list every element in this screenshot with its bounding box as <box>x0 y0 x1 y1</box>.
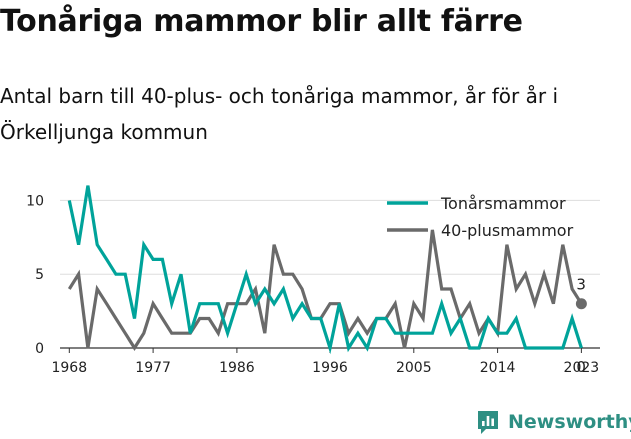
x-tick-label: 2005 <box>396 360 432 376</box>
y-tick-label: 10 <box>26 193 44 209</box>
end-marker <box>575 298 587 310</box>
x-tick-label: 1968 <box>51 360 87 376</box>
x-tick-label: 2023 <box>564 360 600 376</box>
y-tick-label: 0 <box>35 341 44 357</box>
end-labels: 30 <box>575 276 587 376</box>
end-label-tonarsmammor: 0 <box>576 358 586 376</box>
series-line-tonarsmammor <box>67 185 583 355</box>
legend-label: 40-plusmammor <box>441 221 574 240</box>
brand-logo: Newsworthy <box>476 405 631 439</box>
brand-name: Newsworthy <box>508 411 631 433</box>
bar-chart-icon <box>478 411 498 434</box>
legend: Tonårsmammor 40-plusmammor <box>387 194 574 240</box>
x-tick-label: 1977 <box>135 360 171 376</box>
x-tick-label: 1986 <box>219 360 255 376</box>
legend-label: Tonårsmammor <box>440 194 566 213</box>
y-tick-label: 5 <box>35 267 44 283</box>
series <box>67 185 583 355</box>
page-subtitle: Antal barn till 40-plus- och tonåriga ma… <box>0 84 559 144</box>
page-title: Tonåriga mammor blir allt färre <box>0 4 523 39</box>
end-label-40-plusmammor: 3 <box>576 276 586 294</box>
x-tick-label: 1996 <box>312 360 348 376</box>
gridlines <box>60 199 600 275</box>
x-tick-label: 2014 <box>480 360 516 376</box>
